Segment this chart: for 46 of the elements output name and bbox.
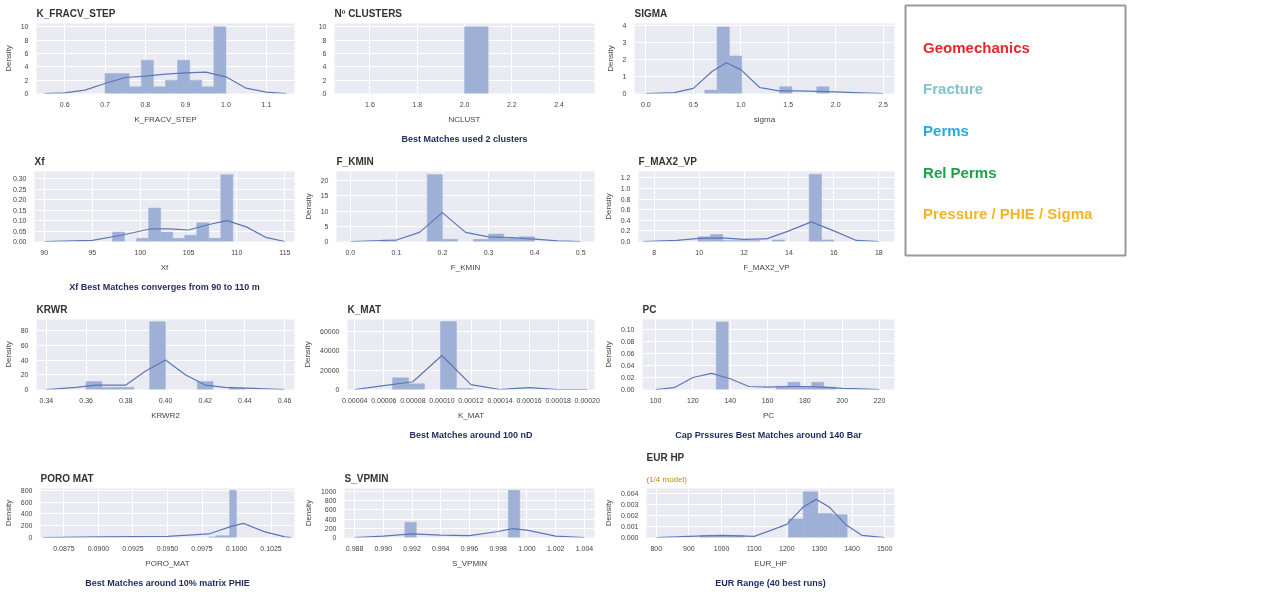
chart-title: Xf — [34, 155, 46, 167]
x-axis-title: S_VPMIN — [451, 558, 488, 568]
category-label: Perms — [923, 122, 969, 139]
chart-title: S_VPMIN — [344, 472, 389, 484]
y-axis-title: Density — [605, 45, 615, 72]
text: EUR Range (40 best runs) — [715, 577, 826, 588]
y-axis-title: Density — [303, 193, 313, 220]
x-axis-title: K_MAT — [457, 410, 485, 420]
y-axis-title: Density — [3, 499, 13, 527]
text: Best Matches around 100 nD — [409, 429, 534, 440]
chart-title: K_FRACV_STEP — [36, 7, 116, 19]
chart-title: KRWR — [36, 303, 69, 315]
chart-title: K_MAT — [347, 303, 382, 315]
x-axis-title: F_KMIN — [450, 262, 481, 272]
chart-subtitle: (1/4 model) — [646, 474, 688, 484]
chart-title: PORO MAT — [40, 472, 94, 484]
chart-title: PC — [642, 303, 657, 315]
chart-title: EUR HP — [646, 451, 685, 463]
y-axis-title: Density — [303, 341, 313, 368]
text: Best Matches used 2 clusters — [401, 133, 528, 144]
y-axis-title: Density — [3, 341, 13, 368]
chart-title: F_MAX2_VP — [638, 155, 698, 167]
category-label: Fracture — [923, 80, 984, 98]
chart-title: Nº CLUSTERS — [334, 7, 403, 19]
x-axis-title: PORO_MAT — [145, 558, 190, 568]
text: Xf Best Matches converges from 90 to 110 m — [69, 281, 260, 292]
y-axis-title: Density — [303, 499, 313, 527]
x-axis-title: F_MAX2_VP — [743, 262, 790, 272]
y-axis-title: Density — [603, 499, 613, 527]
x-axis-title: KRWR2 — [151, 410, 181, 420]
category-label: Rel Perms — [923, 163, 997, 181]
x-axis-title: sigma — [753, 114, 776, 124]
x-axis-title: Xf — [160, 262, 170, 272]
text: Best Matches around 10% matrix PHIE — [85, 577, 250, 588]
chart-title: SIGMA — [634, 7, 668, 19]
y-axis-title: Density — [3, 45, 13, 72]
x-axis-title: K_FRACV_STEP — [134, 114, 197, 124]
y-axis-title: Density — [603, 193, 613, 220]
category-label: Geomechanics — [923, 38, 1030, 56]
chart-title: F_KMIN — [336, 155, 374, 167]
category-label: Pressure / PHIE / Sigma — [923, 205, 1093, 223]
y-axis-title: Density — [603, 341, 613, 368]
text: Cap Prssures Best Matches around 140 Bar — [675, 429, 863, 440]
x-axis-title: NCLUST — [448, 114, 481, 124]
x-axis-title: PC — [762, 410, 775, 420]
x-axis-title: EUR_HP — [754, 558, 787, 568]
